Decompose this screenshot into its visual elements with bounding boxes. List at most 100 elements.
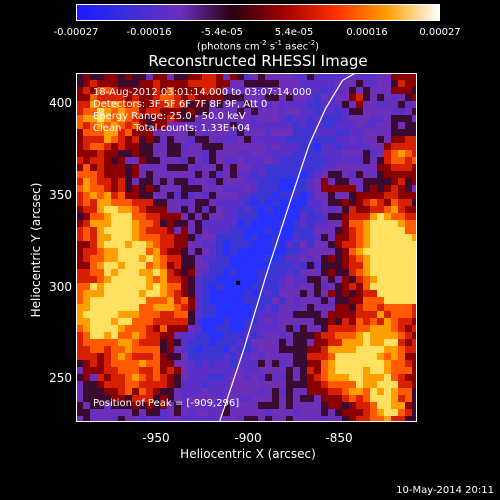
heatmap-cell <box>174 304 182 312</box>
heatmap-cell <box>167 388 175 396</box>
heatmap-cell <box>230 206 238 214</box>
heatmap-cell <box>230 248 238 256</box>
heatmap-cell <box>132 360 140 368</box>
heatmap-cell <box>111 255 119 263</box>
heatmap-cell <box>160 395 168 403</box>
heatmap-cell <box>125 213 133 221</box>
heatmap-cell <box>272 318 280 326</box>
heatmap-cell <box>321 136 329 144</box>
heatmap-cell <box>132 171 140 179</box>
heatmap-cell <box>335 101 343 109</box>
heatmap-cell <box>237 101 245 109</box>
heatmap-cell <box>307 213 315 221</box>
y-axis-label: Heliocentric Y (arcsec) <box>29 182 43 318</box>
heatmap-cell <box>125 311 133 319</box>
heatmap-cell <box>398 353 406 361</box>
heatmap-cell <box>125 178 133 186</box>
heatmap-cell <box>356 101 364 109</box>
peak-marker <box>236 280 241 285</box>
heatmap-cell <box>342 367 350 375</box>
heatmap-cell <box>181 409 189 417</box>
heatmap-cell <box>314 388 322 396</box>
heatmap-cell <box>349 353 357 361</box>
heatmap-cell <box>111 374 119 382</box>
heatmap-cell <box>230 73 238 81</box>
heatmap-cell <box>293 115 301 123</box>
heatmap-cell <box>272 325 280 333</box>
heatmap-cell <box>349 164 357 172</box>
heatmap-cell <box>146 178 154 186</box>
heatmap-cell <box>272 213 280 221</box>
heatmap-cell <box>153 227 161 235</box>
heatmap-cell <box>111 157 119 165</box>
heatmap-cell <box>160 73 168 81</box>
heatmap-cell <box>216 374 224 382</box>
heatmap-cell <box>412 234 417 242</box>
heatmap-cell <box>398 94 406 102</box>
heatmap-cell <box>377 269 385 277</box>
heatmap-cell <box>174 122 182 130</box>
heatmap-cell <box>328 206 336 214</box>
heatmap-cell <box>300 290 308 298</box>
heatmap-cell <box>167 199 175 207</box>
heatmap-cell <box>293 73 301 81</box>
heatmap-cell <box>391 164 399 172</box>
heatmap-cell <box>293 297 301 305</box>
colorbar <box>76 4 440 21</box>
heatmap-cell <box>335 269 343 277</box>
heatmap-cell <box>223 115 231 123</box>
heatmap-cell <box>153 248 161 256</box>
heatmap-cell <box>307 255 315 263</box>
heatmap-cell <box>132 332 140 340</box>
heatmap-cell <box>258 241 266 249</box>
heatmap-cell <box>181 297 189 305</box>
heatmap-cell <box>223 276 231 284</box>
heatmap-cell <box>349 220 357 228</box>
heatmap-cell <box>363 73 371 81</box>
heatmap-cell <box>258 360 266 368</box>
heatmap-cell <box>146 143 154 151</box>
heatmap-cell <box>412 297 417 305</box>
heatmap-cell <box>398 395 406 403</box>
heatmap-cell <box>174 241 182 249</box>
heatmap-cell <box>279 304 287 312</box>
heatmap-cell <box>370 381 378 389</box>
heatmap-cell <box>258 220 266 228</box>
heatmap-cell <box>244 80 252 88</box>
heatmap-cell <box>335 276 343 284</box>
heatmap-cell <box>188 262 196 270</box>
heatmap-cell <box>181 304 189 312</box>
heatmap-cell <box>118 381 126 389</box>
heatmap-cell <box>244 199 252 207</box>
heatmap-cell <box>132 248 140 256</box>
heatmap-cell <box>83 122 91 130</box>
heatmap-cell <box>160 213 168 221</box>
heatmap-cell <box>223 290 231 298</box>
heatmap-cell <box>272 276 280 284</box>
heatmap-cell <box>83 360 91 368</box>
heatmap-cell <box>251 129 259 137</box>
heatmap-cell <box>279 227 287 235</box>
heatmap-cell <box>384 409 392 417</box>
heatmap-cell <box>349 87 357 95</box>
heatmap-cell <box>286 178 294 186</box>
heatmap-cell <box>223 367 231 375</box>
heatmap-cell <box>202 367 210 375</box>
heatmap-cell <box>146 262 154 270</box>
heatmap-cell <box>97 374 105 382</box>
heatmap-cell <box>314 381 322 389</box>
heatmap-cell <box>307 262 315 270</box>
heatmap-cell <box>230 220 238 228</box>
heatmap-cell <box>230 332 238 340</box>
heatmap-cell <box>286 192 294 200</box>
heatmap-cell <box>300 325 308 333</box>
heatmap-cell <box>90 297 98 305</box>
heatmap-cell <box>328 388 336 396</box>
heatmap-cell <box>209 108 217 116</box>
heatmap-cell <box>370 416 378 422</box>
heatmap-cell <box>83 290 91 298</box>
heatmap-cell <box>370 185 378 193</box>
heatmap-cell <box>244 290 252 298</box>
heatmap-cell <box>279 346 287 354</box>
heatmap-cell <box>111 262 119 270</box>
